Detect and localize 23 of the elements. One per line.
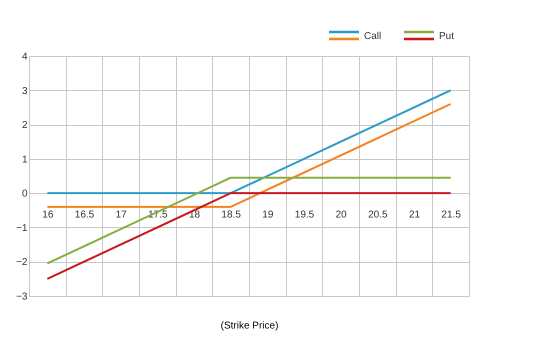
y-tick-label: −3 — [16, 292, 28, 302]
y-tick-label: −2 — [16, 257, 28, 268]
y-tick-label: 3 — [22, 86, 28, 97]
legend-label: Put — [439, 31, 454, 42]
x-tick-label: 19 — [262, 210, 274, 221]
x-axis-title: (Strike Price) — [220, 320, 278, 332]
x-tick-label: 20.5 — [368, 210, 388, 221]
y-tick-label: 4 — [22, 52, 28, 62]
x-tick-label: 21.5 — [441, 210, 462, 221]
x-tick-label: 19.5 — [294, 210, 315, 221]
y-tick-label: 0 — [22, 188, 28, 200]
x-tick-label: 16 — [42, 210, 54, 221]
x-tick-label: 18.5 — [221, 210, 242, 221]
x-tick-label: 21 — [408, 210, 420, 221]
y-tick-label: 2 — [22, 120, 28, 132]
y-tick-label: 1 — [22, 154, 28, 166]
x-tick-label: 16.5 — [74, 210, 95, 221]
line-series — [46, 89, 452, 194]
line-series — [46, 103, 452, 208]
y-tick-label: −1 — [16, 222, 28, 234]
legend-label: Call — [364, 31, 382, 42]
x-tick-label: 17 — [116, 210, 128, 221]
x-tick-label: 20 — [336, 210, 348, 221]
